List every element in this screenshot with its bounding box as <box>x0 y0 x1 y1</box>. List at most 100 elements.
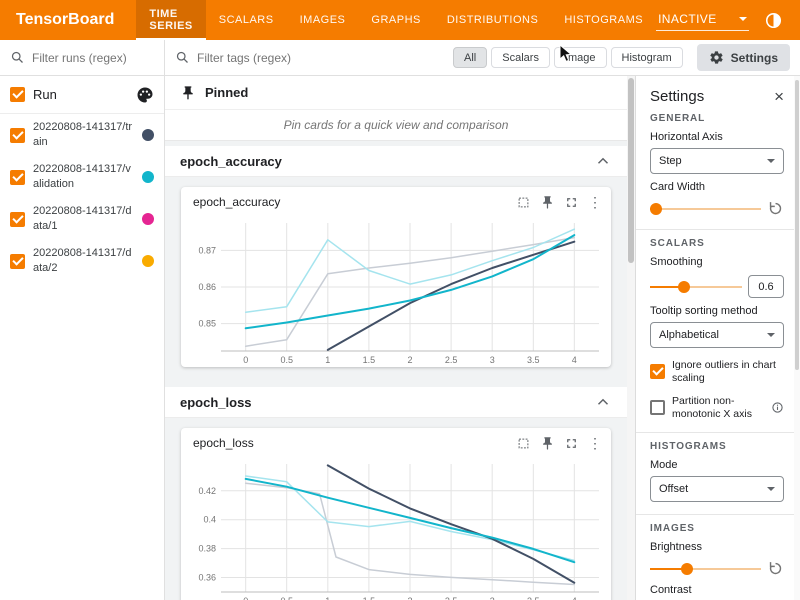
svg-text:0.4: 0.4 <box>203 515 216 525</box>
svg-text:2.5: 2.5 <box>445 596 458 600</box>
chip-histogram[interactable]: Histogram <box>611 47 683 68</box>
horizontal-axis-select[interactable]: Step <box>650 148 784 174</box>
epoch-loss-chart[interactable]: 00.511.522.533.540.360.380.40.42 <box>187 458 605 600</box>
svg-text:0: 0 <box>243 596 248 600</box>
main-scrollbar[interactable] <box>627 76 635 600</box>
pinned-empty-message: Pin cards for a quick view and compariso… <box>165 110 627 140</box>
more-options-icon[interactable]: ⋮ <box>583 191 607 213</box>
panel-scrollbar-thumb[interactable] <box>795 80 799 370</box>
scalar-card-epoch-loss: epoch_loss <box>181 428 611 600</box>
panel-scrollbar[interactable] <box>794 76 800 600</box>
svg-text:3.5: 3.5 <box>527 355 540 365</box>
run-checkbox[interactable] <box>10 170 25 185</box>
svg-text:1: 1 <box>325 355 330 365</box>
chevron-up-icon[interactable] <box>594 152 612 170</box>
tags-filter <box>175 50 453 65</box>
tab-graphs[interactable]: GRAPHS <box>358 0 433 40</box>
close-icon[interactable]: × <box>774 88 784 105</box>
pin-card-icon[interactable] <box>535 432 559 454</box>
tags-filter-input[interactable] <box>197 51 337 65</box>
pin-icon <box>180 85 196 101</box>
run-checkbox[interactable] <box>10 128 25 143</box>
epoch-accuracy-chart[interactable]: 00.511.522.533.540.850.860.87 <box>187 217 605 367</box>
run-row-data-2[interactable]: 20220808-141317/data/2 <box>0 240 164 282</box>
runs-filter-input[interactable] <box>32 51 154 65</box>
chip-all[interactable]: All <box>453 47 487 68</box>
tab-histograms[interactable]: HISTOGRAMS <box>551 0 656 40</box>
svg-text:4: 4 <box>572 596 577 600</box>
run-row-validation[interactable]: 20220808-141317/validation <box>0 156 164 198</box>
brightness-slider[interactable] <box>650 562 761 576</box>
tooltip-sorting-value: Alphabetical <box>659 329 719 341</box>
pinned-section-header[interactable]: Pinned <box>165 76 627 110</box>
slider-thumb[interactable] <box>681 563 693 575</box>
histogram-mode-select[interactable]: Offset <box>650 476 784 502</box>
pin-card-icon[interactable] <box>535 191 559 213</box>
more-options-icon[interactable]: ⋮ <box>583 432 607 454</box>
tab-distributions[interactable]: DISTRIBUTIONS <box>434 0 551 40</box>
section-header-epoch-accuracy[interactable]: epoch_accuracy <box>165 146 627 176</box>
smoothing-value-input[interactable]: 0.6 <box>748 275 784 298</box>
chevron-up-icon[interactable] <box>594 393 612 411</box>
tab-scalars[interactable]: SCALARS <box>206 0 287 40</box>
palette-icon[interactable] <box>136 86 154 104</box>
run-color-dot <box>142 129 154 141</box>
section-title: epoch_loss <box>180 395 252 410</box>
svg-text:2: 2 <box>407 355 412 365</box>
run-color-dot <box>142 171 154 183</box>
runs-sidebar: Run 20220808-141317/train 20220808-14131… <box>0 40 165 600</box>
histogram-mode-label: Mode <box>650 459 784 471</box>
info-icon[interactable] <box>771 401 784 414</box>
app-title: TensorBoard <box>0 11 136 29</box>
section-header-epoch-loss[interactable]: epoch_loss <box>165 387 627 417</box>
card-width-slider[interactable] <box>650 202 761 216</box>
run-label: 20220808-141317/train <box>33 120 136 150</box>
select-all-runs-checkbox[interactable] <box>10 87 25 102</box>
slider-thumb[interactable] <box>650 203 662 215</box>
reload-status-select[interactable]: INACTIVE <box>656 9 749 31</box>
settings-button[interactable]: Settings <box>697 44 790 71</box>
chevron-down-icon <box>767 159 775 163</box>
scalar-card-epoch-accuracy: epoch_accuracy <box>181 187 611 367</box>
chip-image[interactable]: Image <box>554 47 607 68</box>
tags-toolbar: All Scalars Image Histogram Settings <box>165 40 800 76</box>
card-title: epoch_accuracy <box>193 195 511 209</box>
tab-images[interactable]: IMAGES <box>287 0 359 40</box>
reset-icon[interactable] <box>767 560 784 577</box>
reset-icon[interactable] <box>767 200 784 217</box>
chevron-down-icon <box>767 487 775 491</box>
partition-x-axis-checkbox[interactable] <box>650 400 665 415</box>
main-scrollbar-thumb[interactable] <box>628 78 634 263</box>
header-actions: INACTIVE ? <box>656 9 800 31</box>
section-body-epoch-loss: epoch_loss <box>165 417 627 600</box>
ignore-outliers-checkbox[interactable] <box>650 364 665 379</box>
tooltip-sorting-select[interactable]: Alphabetical <box>650 322 784 348</box>
card-actions: ⋮ <box>511 432 607 454</box>
svg-text:0.5: 0.5 <box>280 596 293 600</box>
svg-text:2.5: 2.5 <box>445 355 458 365</box>
fit-domain-icon[interactable] <box>511 191 535 213</box>
run-label: 20220808-141317/validation <box>33 162 136 192</box>
run-color-dot <box>142 213 154 225</box>
slider-thumb[interactable] <box>678 281 690 293</box>
tab-time-series[interactable]: TIME SERIES <box>136 0 205 40</box>
gear-icon <box>709 50 724 65</box>
run-row-data-1[interactable]: 20220808-141317/data/1 <box>0 198 164 240</box>
chevron-down-icon <box>767 333 775 337</box>
chip-scalars[interactable]: Scalars <box>491 47 550 68</box>
images-section-header: IMAGES <box>650 523 784 534</box>
run-checkbox[interactable] <box>10 212 25 227</box>
card-width-label: Card Width <box>650 181 784 193</box>
contrast-theme-icon[interactable] <box>764 11 783 30</box>
scalars-section-header: SCALARS <box>650 238 784 249</box>
fullscreen-icon[interactable] <box>559 191 583 213</box>
run-row-train[interactable]: 20220808-141317/train <box>0 114 164 156</box>
fit-domain-icon[interactable] <box>511 432 535 454</box>
run-checkbox[interactable] <box>10 254 25 269</box>
fullscreen-icon[interactable] <box>559 432 583 454</box>
svg-text:3: 3 <box>490 355 495 365</box>
ignore-outliers-label: Ignore outliers in chart scaling <box>672 359 784 384</box>
svg-text:0.86: 0.86 <box>198 282 216 292</box>
smoothing-slider[interactable] <box>650 280 742 294</box>
pinned-title: Pinned <box>205 85 248 100</box>
